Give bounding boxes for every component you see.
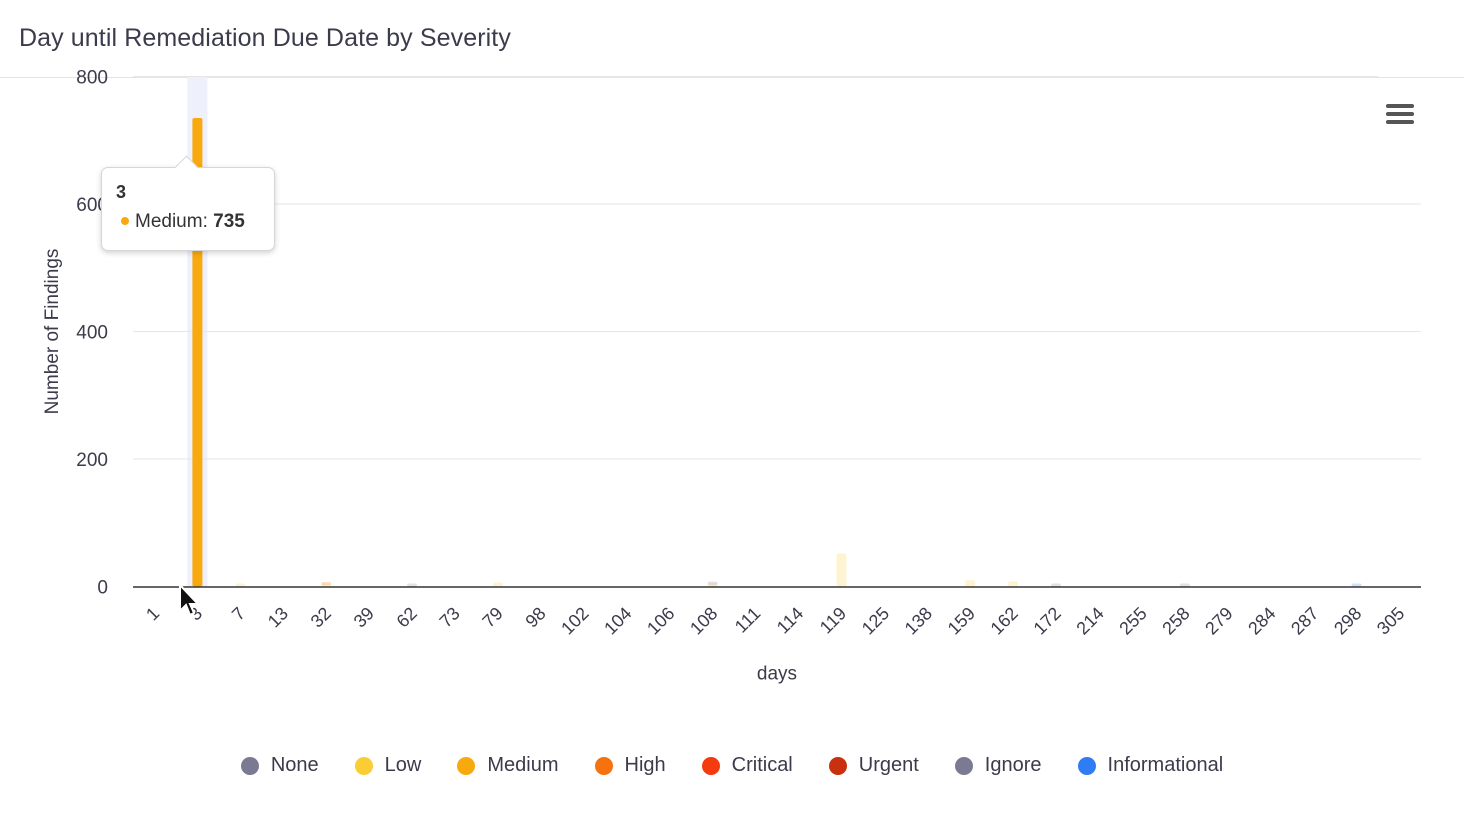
x-tick-label: 114 xyxy=(773,603,807,637)
legend-label: Critical xyxy=(731,754,793,776)
y-tick-label: 200 xyxy=(76,450,108,471)
tooltip-series-name: Medium xyxy=(135,211,203,232)
x-tick-label: 298 xyxy=(1330,603,1365,638)
x-tick-label: 258 xyxy=(1158,603,1193,638)
bar-low-162 xyxy=(1008,581,1019,587)
x-tick-label: 284 xyxy=(1244,603,1279,638)
bar-low-79 xyxy=(492,582,503,587)
x-tick-label: 255 xyxy=(1115,603,1150,638)
x-tick-label: 214 xyxy=(1072,603,1107,638)
legend-label: Informational xyxy=(1107,754,1224,776)
legend-item-critical[interactable]: Critical xyxy=(701,754,793,777)
legend-item-ignore[interactable]: Ignore xyxy=(954,754,1042,777)
legend-label: High xyxy=(624,754,666,776)
x-tick-label: 98 xyxy=(521,603,549,631)
bar-low-32 xyxy=(321,583,332,587)
legend-label: Urgent xyxy=(858,754,919,776)
x-tick-label: 7 xyxy=(228,603,249,624)
panel-header: Day until Remediation Due Date by Severi… xyxy=(0,0,1464,78)
legend-label: None xyxy=(270,754,319,776)
x-tick-label: 13 xyxy=(264,603,292,631)
chart-legend: None Low Medium High Critical Urgent Ignore Inf… xyxy=(0,754,1464,777)
bar-ignore-258 xyxy=(1179,583,1190,587)
legend-label: Low xyxy=(384,754,422,776)
x-tick-label: 79 xyxy=(478,603,506,631)
chart-title: Day until Remediation Due Date by Severi… xyxy=(19,24,511,52)
x-tick-label: 111 xyxy=(731,603,764,636)
legend-dot xyxy=(828,756,847,775)
legend-dot xyxy=(1077,756,1096,775)
legend-item-urgent[interactable]: Urgent xyxy=(828,754,919,777)
x-tick-label: 159 xyxy=(944,603,979,638)
tooltip-category: 3 xyxy=(116,182,127,202)
y-tick-label: 400 xyxy=(76,323,108,344)
bar-ignore-172 xyxy=(1051,583,1062,587)
legend-dot xyxy=(954,756,973,775)
x-tick-label: 119 xyxy=(816,603,850,637)
x-tick-label: 287 xyxy=(1287,603,1322,638)
x-tick-label: 279 xyxy=(1201,603,1236,638)
y-axis-title: Number of Findings xyxy=(42,249,63,415)
tooltip-value: 735 xyxy=(213,211,245,232)
x-tick-label: 73 xyxy=(436,603,464,631)
x-tick-label: 62 xyxy=(393,603,421,631)
y-tick-label: 600 xyxy=(76,195,108,216)
legend-item-high[interactable]: High xyxy=(594,754,666,777)
tooltip-row: Medium: 735 xyxy=(116,211,260,233)
hamburger-menu-icon[interactable] xyxy=(1384,104,1416,130)
x-tick-label: 108 xyxy=(686,603,721,638)
x-axis-title: days xyxy=(757,664,797,685)
x-tick-label: 39 xyxy=(350,603,378,631)
mouse-cursor-icon xyxy=(179,583,201,617)
bar-high-32 xyxy=(321,582,332,586)
legend-item-medium[interactable]: Medium xyxy=(457,754,559,777)
x-tick-label: 125 xyxy=(858,603,893,638)
x-tick-label: 162 xyxy=(987,603,1022,638)
legend-item-informational[interactable]: Informational xyxy=(1077,754,1224,777)
legend-dot xyxy=(701,756,720,775)
legend-dot xyxy=(354,756,373,775)
legend-dot xyxy=(594,756,613,775)
bar-medium-108 xyxy=(707,583,718,587)
x-tick-label: 305 xyxy=(1373,603,1408,638)
legend-item-none[interactable]: None xyxy=(240,754,319,777)
bar-low-159 xyxy=(965,580,976,587)
bar-low-119 xyxy=(836,553,847,587)
legend-dot xyxy=(457,756,476,775)
legend-item-low[interactable]: Low xyxy=(354,754,422,777)
x-tick-label: 1 xyxy=(142,603,163,624)
x-tick-label: 102 xyxy=(557,603,592,638)
x-tick-label: 32 xyxy=(307,603,335,631)
legend-dot xyxy=(240,756,259,775)
x-tick-label: 104 xyxy=(600,603,635,638)
legend-label: Ignore xyxy=(984,754,1042,776)
bar-none-62 xyxy=(407,583,418,587)
y-tick-label: 0 xyxy=(97,578,108,599)
legend-label: Medium xyxy=(487,754,559,776)
x-tick-label: 172 xyxy=(1030,603,1065,638)
x-tick-label: 138 xyxy=(901,603,936,638)
chart-tooltip: 3 Medium: 735 xyxy=(101,155,275,251)
x-tick-label: 106 xyxy=(643,603,678,638)
bar-low-7 xyxy=(235,583,246,587)
bar-ignore-108 xyxy=(707,581,718,585)
y-tick-label: 800 xyxy=(76,68,108,89)
tooltip-series-dot xyxy=(121,216,129,225)
bar-informational-298 xyxy=(1351,583,1362,587)
